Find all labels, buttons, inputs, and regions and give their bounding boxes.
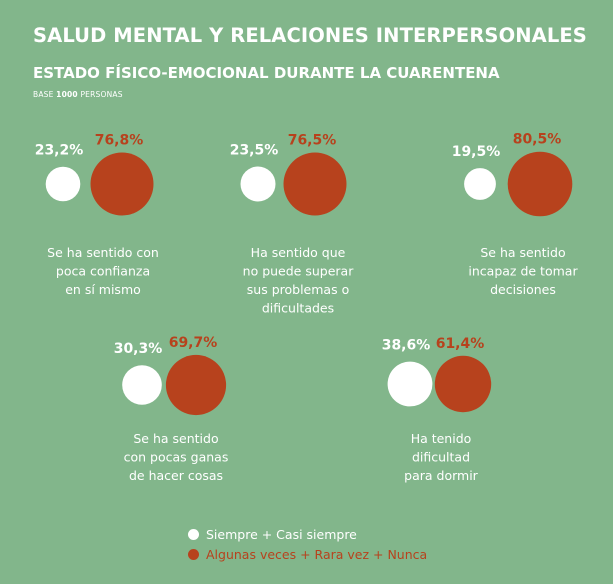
sample-base-note: BASE 1000 PERSONAS <box>33 90 123 99</box>
base-suffix: PERSONAS <box>80 90 123 99</box>
chart-title: SALUD MENTAL Y RELACIONES INTERPERSONALE… <box>33 24 587 47</box>
base-number: 1000 <box>56 90 78 99</box>
bubble-siempre <box>45 166 81 202</box>
value-label-siempre: 23,5% <box>230 143 279 159</box>
category-label-line: Se ha sentido <box>480 245 565 260</box>
value-label-siempre: 23,2% <box>35 143 84 159</box>
bubble-algunas-veces <box>507 151 573 217</box>
legend-item-siempre: Siempre + Casi siempre <box>188 524 427 544</box>
category-label-line: Ha tenido <box>411 431 472 446</box>
category-label-line: con pocas ganas <box>124 450 229 465</box>
bubble-siempre <box>387 361 433 407</box>
legend-white-dot <box>188 528 199 540</box>
category-label-line: Se ha sentido <box>133 431 218 446</box>
category-label-line: Ha sentido que <box>251 245 346 260</box>
category-label-line: incapaz de tomar <box>468 264 578 279</box>
chart-subtitle: ESTADO FÍSICO-EMOCIONAL DURANTE LA CUARE… <box>33 64 500 82</box>
value-label-algunas-veces: 76,8% <box>95 132 144 148</box>
legend-item-algunas-veces: Algunas veces + Rara vez + Nunca <box>188 544 427 564</box>
bubble-algunas-veces <box>434 355 492 413</box>
value-label-algunas-veces: 69,7% <box>169 335 218 351</box>
value-label-algunas-veces: 61,4% <box>436 336 485 352</box>
bubble-siempre <box>464 168 496 200</box>
bubble-siempre <box>240 166 276 202</box>
value-label-siempre: 19,5% <box>452 144 501 160</box>
category-label-line: en sí mismo <box>65 282 141 297</box>
category-label-line: dificultad <box>412 450 470 465</box>
value-label-algunas-veces: 76,5% <box>288 133 337 149</box>
bubble-algunas-veces <box>90 152 154 216</box>
value-label-siempre: 30,3% <box>114 341 163 357</box>
category-label-line: no puede superar <box>243 264 355 279</box>
legend-label-siempre: Siempre + Casi siempre <box>206 526 357 542</box>
category-label-line: poca confianza <box>56 264 150 279</box>
base-prefix: BASE <box>33 90 54 99</box>
legend-orange-dot <box>188 548 199 560</box>
category-label-line: dificultades <box>262 301 334 316</box>
legend: Siempre + Casi siempre Algunas veces + R… <box>188 524 427 564</box>
legend-label-algunas-veces: Algunas veces + Rara vez + Nunca <box>206 546 428 562</box>
category-label-line: Se ha sentido con <box>47 245 159 260</box>
bubble-siempre <box>122 365 162 405</box>
category-label-line: para dormir <box>404 468 479 483</box>
category-label-line: de hacer cosas <box>129 468 223 483</box>
bubble-algunas-veces <box>283 152 347 216</box>
bubble-algunas-veces <box>165 354 227 416</box>
category-label-line: sus problemas o <box>247 282 349 297</box>
category-label-line: decisiones <box>490 282 556 297</box>
value-label-siempre: 38,6% <box>382 338 431 354</box>
value-label-algunas-veces: 80,5% <box>513 132 562 148</box>
